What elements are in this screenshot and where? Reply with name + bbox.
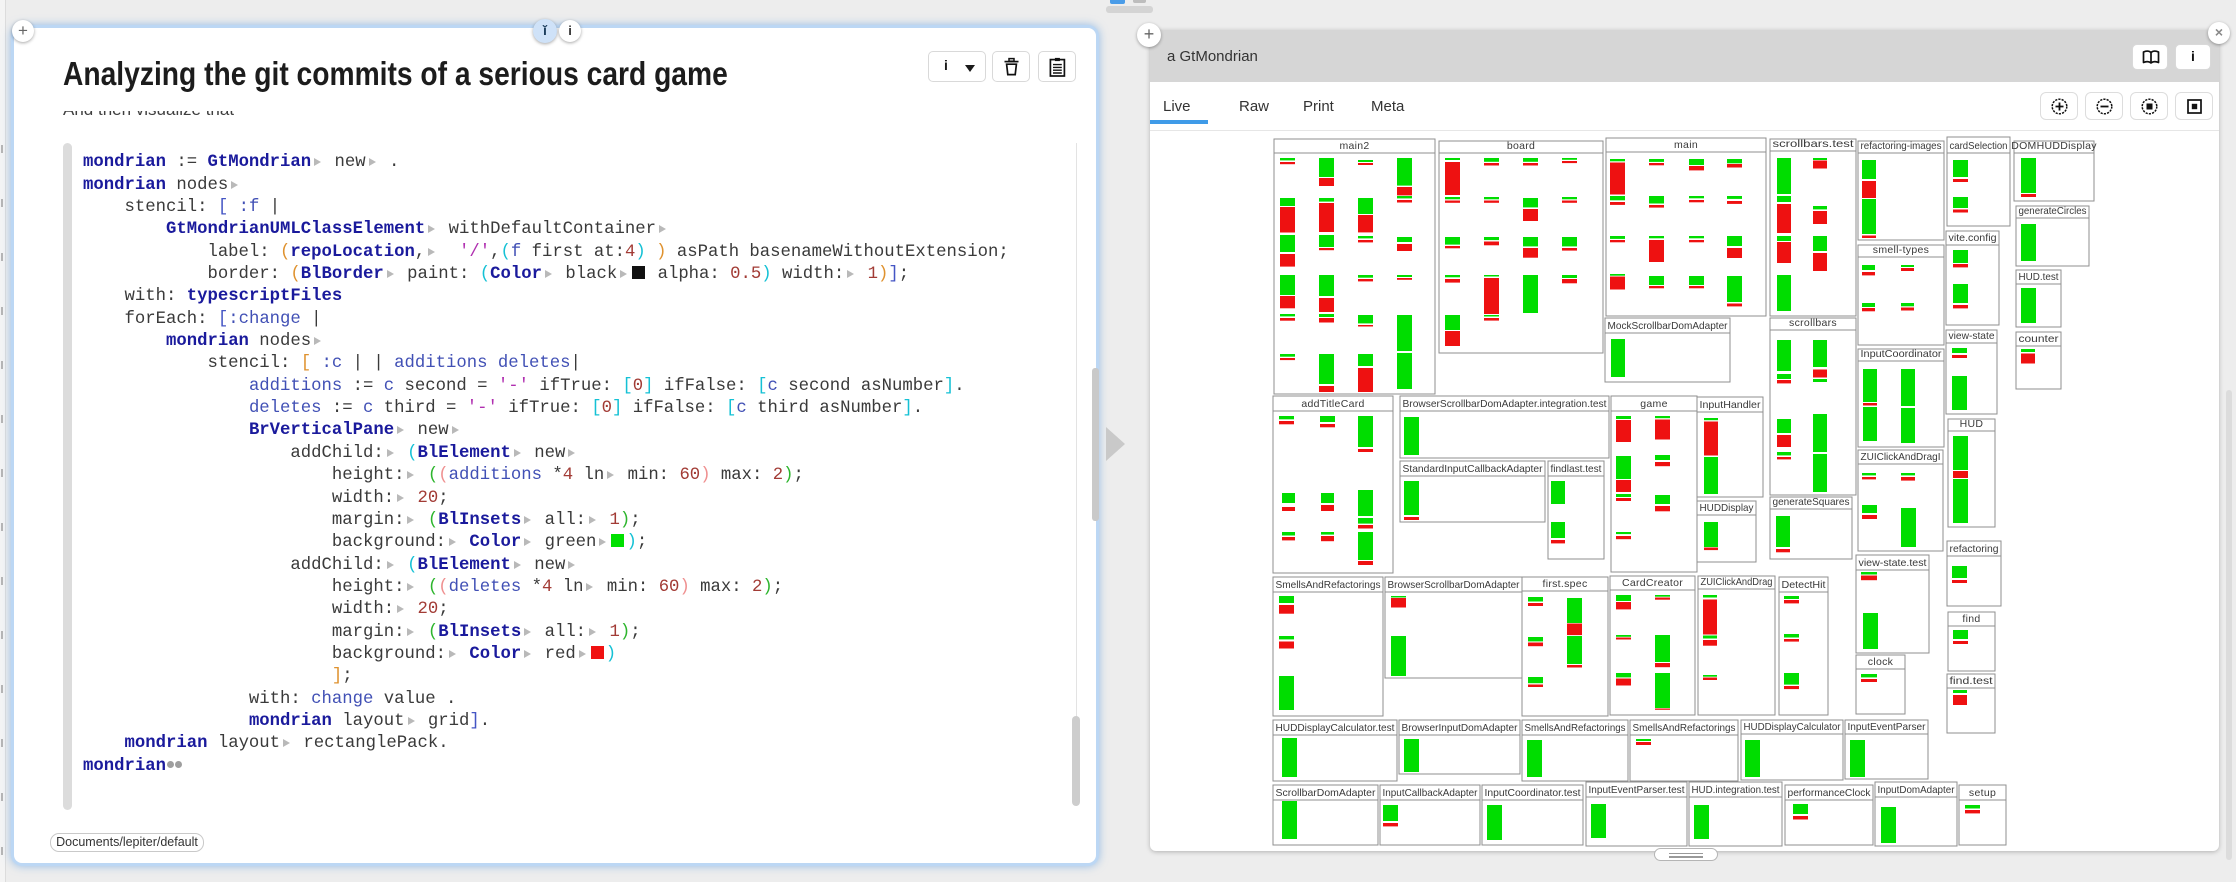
svg-text:smell-types: smell-types xyxy=(1873,244,1929,256)
svg-text:InputEventParser.test: InputEventParser.test xyxy=(1589,784,1685,796)
svg-text:findlast.test: findlast.test xyxy=(1551,463,1602,475)
svg-text:InputCallbackAdapter: InputCallbackAdapter xyxy=(1383,787,1478,799)
svg-text:performanceClock: performanceClock xyxy=(1788,787,1872,799)
svg-text:refactoring: refactoring xyxy=(1950,543,1999,555)
svg-text:game: game xyxy=(1640,398,1667,410)
svg-text:CardCreator: CardCreator xyxy=(1622,577,1683,589)
svg-text:BrowserInputDomAdapter: BrowserInputDomAdapter xyxy=(1402,722,1518,734)
svg-text:ScrollbarDomAdapter: ScrollbarDomAdapter xyxy=(1276,787,1376,799)
svg-text:BrowserScrollbarDomAdapter: BrowserScrollbarDomAdapter xyxy=(1388,579,1520,591)
svg-text:generateCircles: generateCircles xyxy=(2019,205,2087,217)
svg-text:InputEventParser: InputEventParser xyxy=(1848,721,1926,733)
svg-text:InputCoordinator.test: InputCoordinator.test xyxy=(1485,787,1581,799)
svg-text:MockScrollbarDomAdapter: MockScrollbarDomAdapter xyxy=(1608,320,1728,332)
svg-text:StandardInputCallbackAdapter: StandardInputCallbackAdapter xyxy=(1403,463,1543,475)
svg-text:SmellsAndRefactorings: SmellsAndRefactorings xyxy=(1525,722,1626,734)
svg-text:first.spec: first.spec xyxy=(1542,578,1587,590)
svg-text:refactoring-images: refactoring-images xyxy=(1861,140,1942,152)
svg-text:find.test: find.test xyxy=(1950,675,1993,687)
svg-text:clock: clock xyxy=(1868,656,1894,668)
svg-text:ZUIClickAndDragI: ZUIClickAndDragI xyxy=(1861,451,1941,463)
svg-text:DOMHUDDisplay: DOMHUDDisplay xyxy=(2011,140,2097,152)
svg-text:scrollbars.test: scrollbars.test xyxy=(1773,138,1854,150)
svg-text:main2: main2 xyxy=(1339,140,1369,152)
svg-text:setup: setup xyxy=(1969,787,1996,799)
svg-text:main: main xyxy=(1674,139,1698,151)
svg-text:find: find xyxy=(1962,613,1980,625)
svg-text:board: board xyxy=(1507,140,1535,152)
svg-text:ZUIClickAndDrag: ZUIClickAndDrag xyxy=(1701,576,1773,588)
svg-text:generateSquares: generateSquares xyxy=(1773,496,1850,508)
svg-text:SmellsAndRefactorings: SmellsAndRefactorings xyxy=(1633,722,1736,734)
svg-text:InputDomAdapter: InputDomAdapter xyxy=(1878,784,1955,796)
svg-text:view-state: view-state xyxy=(1949,330,1995,342)
svg-text:view-state.test: view-state.test xyxy=(1859,557,1927,569)
svg-text:HUD.test: HUD.test xyxy=(2019,271,2059,283)
svg-text:HUD.integration.test: HUD.integration.test xyxy=(1692,784,1780,796)
svg-text:SmellsAndRefactorings: SmellsAndRefactorings xyxy=(1276,579,1381,591)
svg-text:scrollbars: scrollbars xyxy=(1789,317,1837,329)
svg-text:HUDDisplayCalculator.test: HUDDisplayCalculator.test xyxy=(1276,722,1395,734)
svg-text:counter: counter xyxy=(2019,333,2060,345)
svg-text:HUD: HUD xyxy=(1960,418,1984,430)
svg-text:HUDDisplay: HUDDisplay xyxy=(1700,502,1755,514)
svg-text:BrowserScrollbarDomAdapter.int: BrowserScrollbarDomAdapter.integration.t… xyxy=(1403,398,1607,410)
svg-text:DetectHit: DetectHit xyxy=(1782,579,1826,591)
svg-text:InputCoordinator: InputCoordinator xyxy=(1861,348,1943,360)
svg-text:cardSelection: cardSelection xyxy=(1950,140,2008,152)
svg-text:HUDDisplayCalculator: HUDDisplayCalculator xyxy=(1744,721,1841,733)
svg-text:InputHandler: InputHandler xyxy=(1700,399,1762,411)
svg-text:addTitleCard: addTitleCard xyxy=(1301,398,1364,410)
svg-text:vite.config: vite.config xyxy=(1949,232,1997,244)
